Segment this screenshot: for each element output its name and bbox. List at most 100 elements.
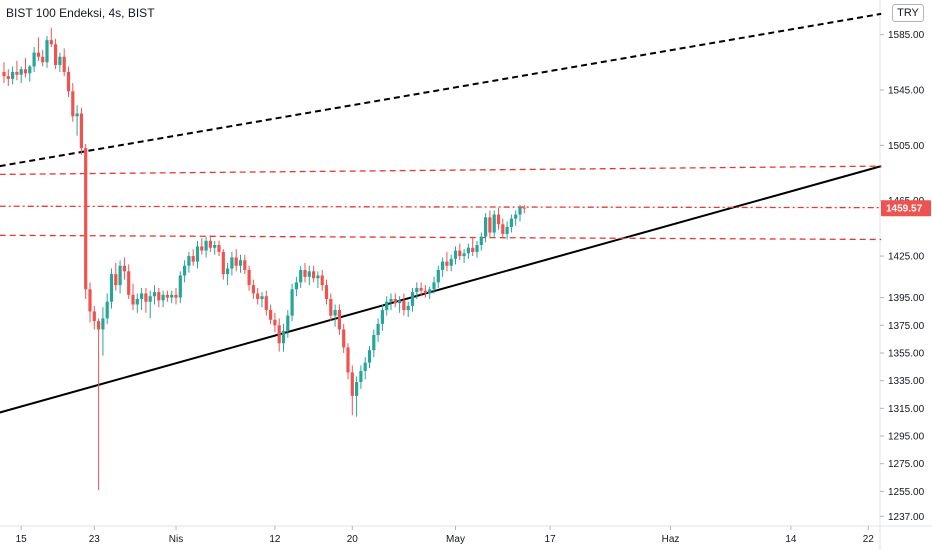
x-tick-label: 17 xyxy=(545,534,557,545)
candle-body xyxy=(41,56,45,63)
candle-body xyxy=(294,282,298,290)
candle-body xyxy=(376,323,380,335)
candle-body xyxy=(496,214,501,225)
candle-body xyxy=(238,260,243,266)
candle-body xyxy=(6,76,10,79)
candle-body xyxy=(256,293,260,299)
x-tick-label: Haz xyxy=(662,534,680,545)
candle-body xyxy=(144,293,148,302)
candle-body xyxy=(359,370,363,383)
x-tick-label: May xyxy=(446,534,465,545)
candle-body xyxy=(342,329,346,348)
candle-body xyxy=(355,382,359,396)
candle-body xyxy=(410,292,415,306)
candle-body xyxy=(79,113,83,149)
candle-body xyxy=(488,217,492,233)
y-tick-label: 1237.00 xyxy=(888,512,925,523)
candle-body xyxy=(66,71,71,92)
candle-body xyxy=(71,91,75,117)
x-tick-label: 14 xyxy=(785,534,797,545)
last-price-label: 1459.57 xyxy=(886,204,923,215)
candle-body xyxy=(445,261,449,266)
candle-body xyxy=(187,256,191,266)
y-tick-label: 1255.00 xyxy=(888,487,925,498)
candle-body xyxy=(221,251,225,275)
candle-body xyxy=(415,287,419,293)
candle-body xyxy=(453,250,458,259)
candle-body xyxy=(174,294,178,298)
candle-body xyxy=(385,301,389,311)
candle-body xyxy=(277,325,281,344)
candle-body xyxy=(247,269,251,286)
y-tick-label: 1585.00 xyxy=(888,30,925,41)
candle-body xyxy=(398,300,402,304)
candle-body xyxy=(122,265,126,272)
candle-body xyxy=(135,298,139,305)
candle-body xyxy=(101,318,105,330)
candle-body xyxy=(320,275,324,286)
x-tick-label: 22 xyxy=(863,534,875,545)
x-tick-label: 15 xyxy=(16,534,28,545)
candle-body xyxy=(514,214,518,219)
x-tick-label: 12 xyxy=(269,534,281,545)
candle-body xyxy=(213,245,217,248)
currency-button[interactable]: TRY xyxy=(892,4,924,22)
candle-body xyxy=(217,245,221,252)
candle-body xyxy=(23,69,28,74)
candle-body xyxy=(178,275,182,298)
candle-body xyxy=(200,246,204,251)
candle-body xyxy=(466,247,470,254)
candle-body xyxy=(501,224,505,234)
candle-body xyxy=(436,269,440,283)
candle-body xyxy=(449,258,453,266)
candle-body xyxy=(337,310,341,330)
chart-title: BIST 100 Endeksi, 4s, BIST xyxy=(6,6,155,20)
y-tick-label: 1275.00 xyxy=(888,459,925,470)
candle-body xyxy=(471,247,475,252)
candle-body xyxy=(441,261,445,270)
red-dashdot-line-mid xyxy=(0,205,882,209)
candle-body xyxy=(204,240,208,251)
candle-body xyxy=(105,301,109,319)
candle-body xyxy=(114,274,118,286)
candle-body xyxy=(161,294,165,301)
candle-body xyxy=(406,305,410,311)
candle-body xyxy=(492,214,496,233)
candle-body xyxy=(170,294,174,298)
y-tick-label: 1425.00 xyxy=(888,252,925,263)
candle-body xyxy=(127,271,131,295)
candle-body xyxy=(393,298,397,304)
candle-body xyxy=(15,71,19,75)
candle-body xyxy=(148,296,152,302)
candle-body xyxy=(226,268,230,275)
candle-body xyxy=(92,311,96,322)
candle-body xyxy=(32,52,36,67)
candle-body xyxy=(333,310,337,316)
candle-body xyxy=(372,334,376,351)
candle-body xyxy=(299,269,303,283)
candle-body xyxy=(19,69,23,75)
candle-body xyxy=(36,52,40,57)
candle-body xyxy=(269,310,273,320)
candle-body xyxy=(428,289,432,294)
candle-body xyxy=(402,300,406,311)
candle-body xyxy=(462,253,466,257)
y-tick-label: 1375.00 xyxy=(888,321,925,332)
lower-solid-trendline xyxy=(0,165,882,414)
red-dashed-line-top xyxy=(0,165,882,176)
y-tick-label: 1355.00 xyxy=(888,348,925,359)
candle-body xyxy=(389,298,393,302)
candle-body xyxy=(2,71,6,77)
candle-body xyxy=(423,290,427,294)
candle-body xyxy=(243,260,247,270)
candle-body xyxy=(11,71,15,79)
upper-dashed-trendline xyxy=(0,12,882,168)
candle-body xyxy=(58,56,62,66)
red-dashed-line-bottom xyxy=(0,234,882,241)
candle-body xyxy=(505,227,509,234)
candle-body xyxy=(350,372,354,396)
candle-body xyxy=(419,287,423,291)
candle-body xyxy=(131,294,135,305)
candle-body xyxy=(264,296,268,311)
